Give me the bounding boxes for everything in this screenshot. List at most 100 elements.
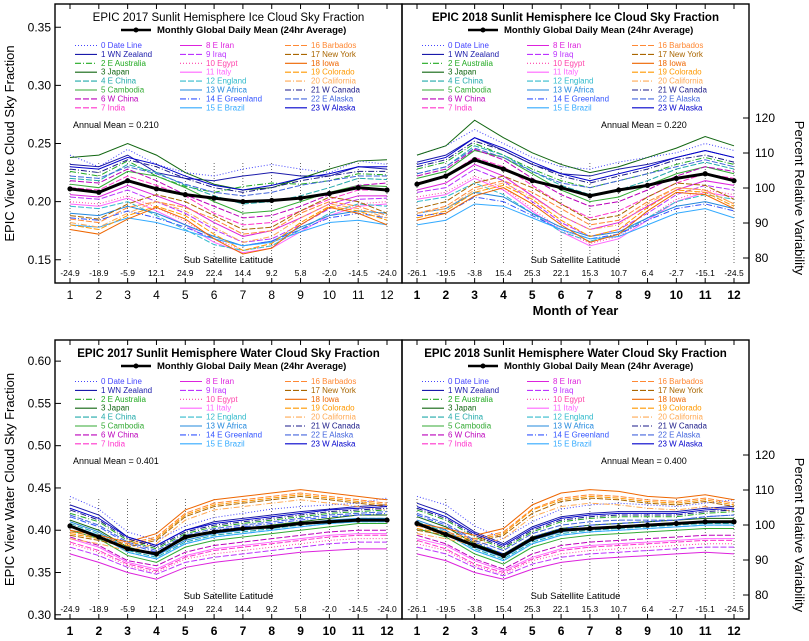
series-line-3 (69, 142, 388, 191)
legend-label: 16 Barbados (658, 377, 703, 386)
x-axis-title: Month of Year (186, 639, 272, 641)
y-tick-label: 0.35 (28, 566, 52, 580)
series-line-22 (69, 511, 388, 552)
mean-point (384, 187, 390, 193)
series-line-0 (416, 128, 735, 170)
chart-title: EPIC 2017 Sunlit Hemisphere Water Cloud … (77, 348, 380, 360)
y-tick-label: 0.20 (28, 195, 52, 209)
latitude-value: -2.7 (669, 268, 684, 278)
sub-satellite-label: Sub Satellite Latitude (184, 255, 274, 266)
latitude-value: 10.7 (610, 268, 627, 278)
legend-label: 20 California (311, 77, 356, 86)
latitude-value: -5.9 (120, 268, 135, 278)
latitude-value: -2.0 (322, 268, 337, 278)
series-line-8 (416, 163, 735, 231)
legend-label: 8 E Iran (553, 377, 581, 386)
x-tick-label: 3 (124, 288, 131, 302)
right-axis-title: Percent Relative Variability (792, 121, 807, 276)
x-tick-label: 11 (352, 288, 365, 302)
y-axis-title: EPIC View Water Cloud Sky Fraction (2, 373, 17, 586)
latitude-value: 10.7 (610, 604, 627, 614)
mean-point (731, 178, 737, 184)
x-tick-label: 8 (268, 288, 275, 302)
latitude-value: -19.5 (436, 268, 456, 278)
series-group (67, 142, 390, 255)
legend-label: 1 WN Zealand (101, 386, 152, 395)
series-line-20 (416, 502, 735, 546)
latitude-value: 12.1 (148, 604, 165, 614)
y-tick-label: 0.40 (28, 523, 52, 537)
mean-line (416, 520, 734, 558)
mean-point (355, 517, 361, 523)
mean-point (240, 525, 246, 532)
x-tick-label: 9 (297, 288, 304, 302)
series-line-11 (69, 533, 387, 570)
mean-point (326, 519, 332, 525)
x-tick-label: 10 (323, 624, 337, 638)
legend-label: 9 Iraq (553, 50, 573, 59)
latitude-value: -14.5 (348, 268, 368, 278)
latitude-value: -3.8 (467, 268, 482, 278)
legend-label: 21 W Canada (658, 86, 707, 95)
series-line-9 (69, 541, 387, 575)
latitude-value: -24.5 (724, 604, 744, 614)
legend-label: 16 Barbados (658, 41, 703, 50)
series-line-18 (69, 489, 388, 543)
x-tick-label: 12 (727, 288, 741, 302)
plot-frame (401, 339, 750, 620)
mean-point (269, 524, 275, 530)
y-tick-label: 0.15 (28, 253, 52, 267)
x-tick-label: 4 (153, 288, 160, 302)
mean-point (529, 178, 535, 184)
x-tick-label: 8 (615, 288, 622, 302)
series-line-4 (416, 145, 735, 196)
legend-label: 2 E Australia (448, 395, 493, 404)
x-tick-label: 6 (558, 624, 565, 638)
x-tick-label: 3 (471, 624, 478, 638)
legend-label: 1 WN Zealand (448, 386, 499, 395)
latitude-value: 15.3 (582, 604, 599, 614)
latitude-value: 24.9 (177, 268, 194, 278)
legend-label: 7 India (101, 439, 126, 448)
series-line-7 (69, 534, 387, 572)
series-line-10 (416, 543, 734, 575)
right-tick-label: 120 (755, 448, 775, 462)
latitude-value: -3.8 (467, 604, 482, 614)
legend-label: 15 E Brazil (206, 439, 245, 448)
legend-label: 6 W China (448, 430, 486, 439)
x-tick-label: 6 (558, 288, 565, 302)
mean-point (443, 173, 449, 179)
x-tick-label: 9 (644, 624, 651, 638)
mean-point (125, 178, 131, 184)
legend-label: 13 W Africa (553, 422, 594, 431)
mean-point (529, 536, 535, 542)
mean-point (587, 525, 593, 532)
legend-label: 13 W Africa (206, 86, 247, 95)
x-tick-label: 1 (414, 624, 421, 638)
series-group (414, 489, 737, 580)
series-line-18 (416, 489, 735, 536)
mean-point (153, 186, 160, 192)
legend-label: 22 E Alaska (658, 430, 701, 439)
mean-point (443, 531, 449, 538)
latitude-value: -24.5 (724, 268, 744, 278)
legend-label: 12 England (553, 77, 593, 86)
series-line-17 (416, 175, 735, 221)
latitude-value: 22.4 (206, 604, 223, 614)
y-tick-label: 0.30 (28, 78, 52, 92)
latitude-value: 24.9 (177, 604, 194, 614)
legend-label: 19 Colorado (311, 68, 355, 77)
series-line-18 (416, 187, 735, 243)
series-line-23 (416, 137, 735, 182)
series-line-1 (416, 502, 735, 545)
latitude-value: 12.1 (148, 268, 165, 278)
x-tick-label: 8 (615, 624, 622, 638)
mean-point (472, 542, 478, 549)
x-tick-label: 8 (268, 624, 275, 638)
mean-point (702, 519, 708, 525)
series-line-6 (69, 529, 387, 567)
latitude-value: -26.1 (407, 268, 427, 278)
latitude-value: 22.1 (553, 604, 570, 614)
sub-satellite-label: Sub Satellite Latitude (531, 255, 621, 266)
